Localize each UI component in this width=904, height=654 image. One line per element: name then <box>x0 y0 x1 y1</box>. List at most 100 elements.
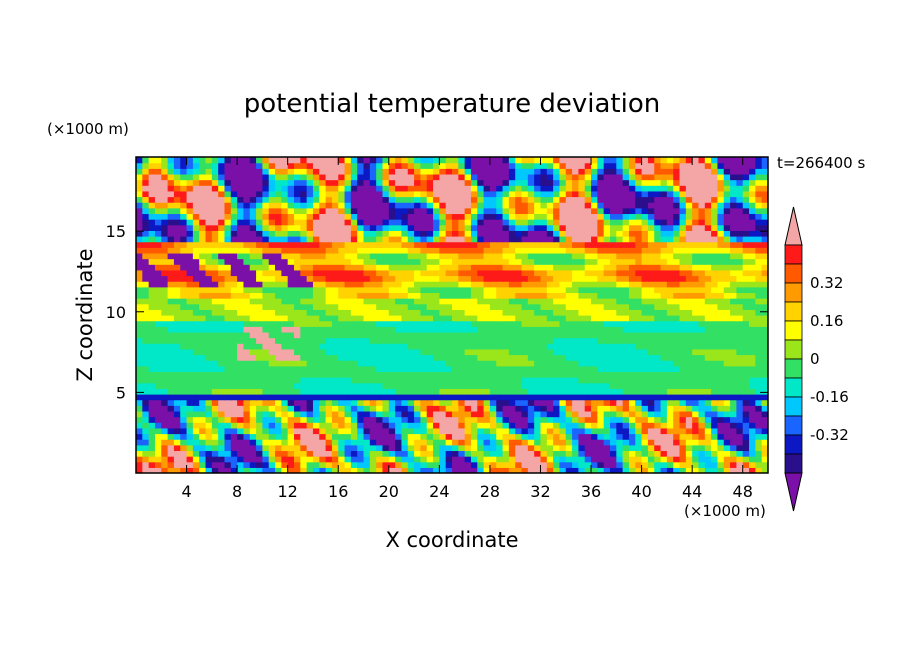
heatmap-cell <box>508 269 516 277</box>
heatmap-cell <box>458 236 466 243</box>
heatmap-cell <box>205 230 213 237</box>
heatmap-cell <box>483 247 491 254</box>
heatmap-cell <box>666 213 674 220</box>
heatmap-cell <box>224 433 232 440</box>
heatmap-cell <box>433 456 440 463</box>
heatmap-cell <box>717 292 725 299</box>
heatmap-cell <box>572 427 579 435</box>
heatmap-cell <box>477 196 485 203</box>
heatmap-cell <box>211 275 219 282</box>
heatmap-cell <box>294 427 301 435</box>
heatmap-cell <box>192 326 200 333</box>
heatmap-cell <box>470 320 478 327</box>
heatmap-cell <box>666 292 674 299</box>
heatmap-cell <box>622 247 630 254</box>
heatmap-cell <box>711 365 719 373</box>
heatmap-cell <box>761 456 768 463</box>
heatmap-cell <box>294 456 301 463</box>
heatmap-cell <box>711 286 719 294</box>
heatmap-cell <box>654 433 662 440</box>
heatmap-cell <box>534 388 542 395</box>
heatmap-cell <box>470 456 478 463</box>
heatmap-cell <box>458 348 466 356</box>
heatmap-cell <box>287 461 295 468</box>
heatmap-cell <box>591 213 598 220</box>
heatmap-cell <box>148 303 156 310</box>
heatmap-cell <box>755 348 763 356</box>
heatmap-cell <box>407 315 415 322</box>
heatmap-cell <box>344 247 352 254</box>
heatmap-cell <box>401 309 409 316</box>
heatmap-cell <box>761 365 768 373</box>
heatmap-cell <box>591 292 598 299</box>
heatmap-cell <box>294 416 301 423</box>
heatmap-cell <box>445 405 453 412</box>
heatmap-cell <box>243 461 251 468</box>
heatmap-cell <box>148 298 156 305</box>
heatmap-cell <box>224 354 232 361</box>
heatmap-cell <box>546 405 554 412</box>
heatmap-cell <box>199 365 207 373</box>
heatmap-cell <box>610 207 617 215</box>
heatmap-cell <box>521 309 529 316</box>
heatmap-cell <box>666 405 674 412</box>
heatmap-cell <box>230 427 238 435</box>
heatmap-cell <box>489 433 497 440</box>
heatmap-cell <box>369 269 377 277</box>
heatmap-cell <box>527 320 535 327</box>
heatmap-cell <box>673 337 681 344</box>
heatmap-cell <box>319 444 327 452</box>
heatmap-cell <box>464 382 472 389</box>
heatmap-cell <box>742 281 750 288</box>
heatmap-cell <box>679 224 687 231</box>
heatmap-cell <box>496 286 504 294</box>
heatmap-cell <box>508 348 516 356</box>
heatmap-cell <box>395 315 403 322</box>
heatmap-cell <box>319 439 327 446</box>
heatmap-cell <box>477 331 485 339</box>
heatmap-cell <box>527 422 535 429</box>
heatmap-cell <box>610 343 617 350</box>
heatmap-cell <box>382 207 390 215</box>
heatmap-cell <box>610 190 617 198</box>
heatmap-cell <box>300 343 308 350</box>
heatmap-cell <box>559 439 567 446</box>
heatmap-cell <box>515 202 523 209</box>
heatmap-cell <box>572 281 579 288</box>
heatmap-cell <box>426 207 434 215</box>
heatmap-cell <box>610 196 617 203</box>
heatmap-cell <box>736 422 744 429</box>
heatmap-cell <box>704 298 712 305</box>
heatmap-cell <box>610 320 617 327</box>
heatmap-cell <box>559 433 567 440</box>
heatmap-cell <box>572 354 579 361</box>
heatmap-cell <box>243 399 251 406</box>
heatmap-cell <box>578 337 586 344</box>
heatmap-cell <box>452 269 459 277</box>
heatmap-cell <box>559 309 567 316</box>
heatmap-cell <box>439 433 447 440</box>
heatmap-cell <box>496 461 504 468</box>
heatmap-cell <box>306 427 314 435</box>
heatmap-cell <box>224 371 232 378</box>
heatmap-cell <box>527 331 535 339</box>
heatmap-cell <box>300 190 308 198</box>
heatmap-cell <box>433 394 440 401</box>
heatmap-cell <box>502 269 510 277</box>
heatmap-cell <box>749 264 756 271</box>
heatmap-cell <box>445 315 453 322</box>
heatmap-cell <box>287 230 295 237</box>
heatmap-cell <box>142 196 150 203</box>
heatmap-cell <box>312 382 320 389</box>
heatmap-cell <box>704 230 712 237</box>
heatmap-cell <box>559 281 567 288</box>
heatmap-cell <box>186 202 194 209</box>
heatmap-cell <box>761 286 768 294</box>
heatmap-cell <box>294 348 301 356</box>
heatmap-cell <box>401 326 409 333</box>
heatmap-cell <box>439 360 447 367</box>
heatmap-cell <box>553 258 561 265</box>
heatmap-cell <box>483 315 491 322</box>
heatmap-cell <box>338 252 346 260</box>
heatmap-cell <box>243 388 251 395</box>
